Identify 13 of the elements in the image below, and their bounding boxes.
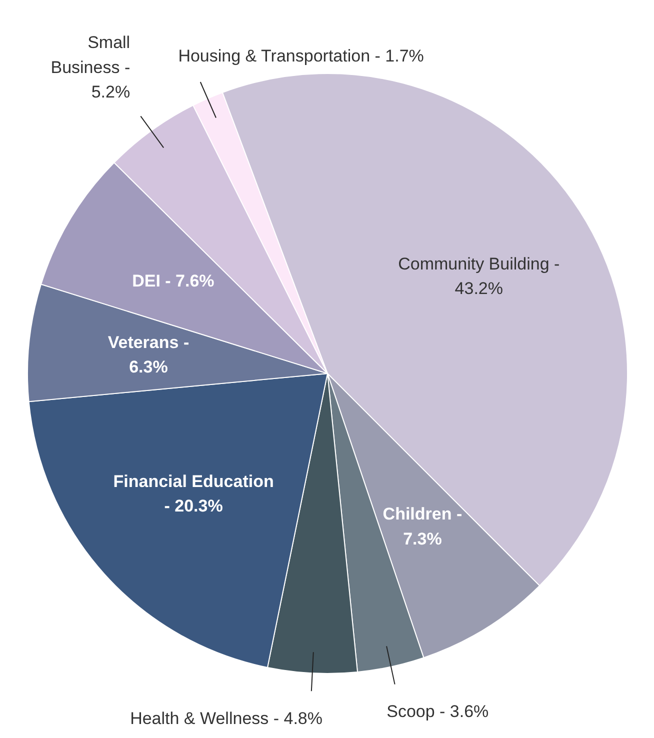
- slice-label: DEI - 7.6%: [132, 271, 214, 290]
- slice-label: Financial Education - 20.3%: [113, 472, 274, 516]
- data-label: 43.2%: [454, 279, 504, 298]
- slice-label: Children -: [382, 504, 462, 524]
- data-label: 7.3%: [403, 529, 442, 548]
- data-label: 5.2%: [91, 82, 130, 102]
- slice-label: Scoop - 3.6%: [386, 702, 489, 721]
- data-label: 6.3%: [129, 358, 168, 377]
- slice-label: Health & Wellness - 4.8%: [130, 709, 322, 728]
- slice-label: Housing & Transportation - 1.7%: [178, 46, 424, 66]
- slice-label: Small Business -: [50, 33, 130, 77]
- slice-label: Veterans -: [108, 332, 190, 352]
- slice-label: Community Building -: [398, 254, 560, 274]
